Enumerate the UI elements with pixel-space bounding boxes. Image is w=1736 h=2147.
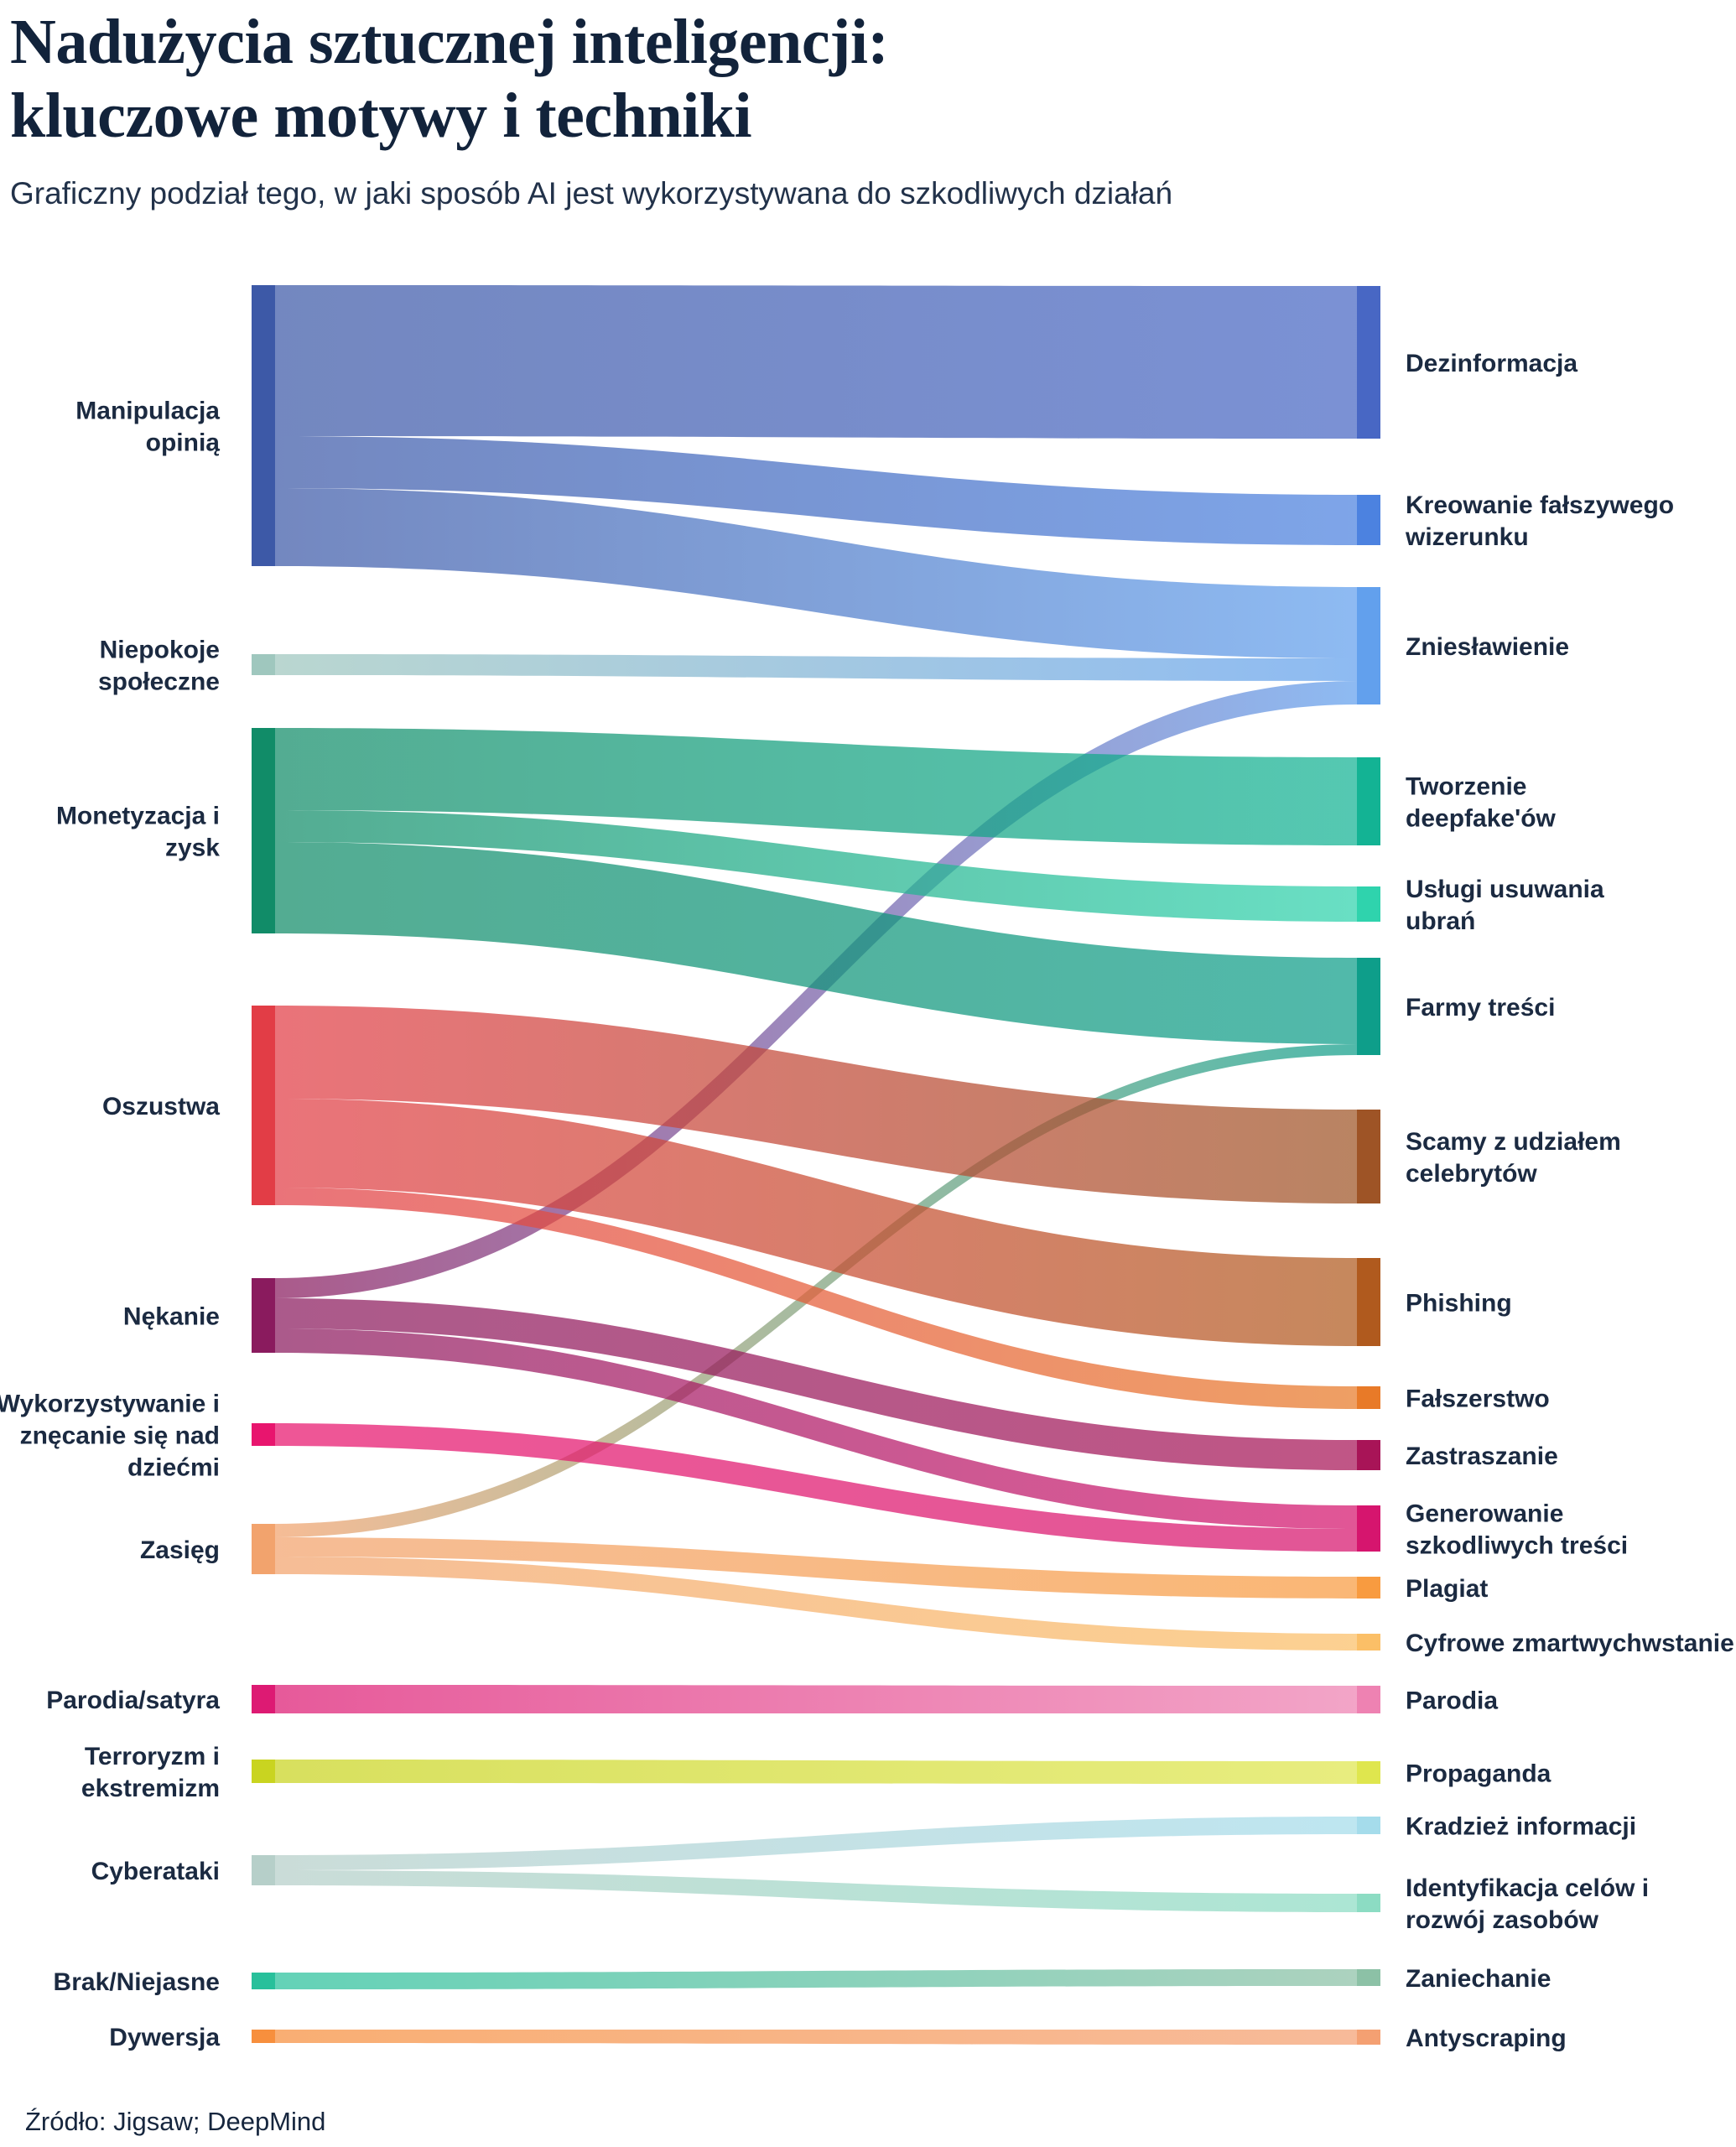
- flow-oszustwa-scamy: [275, 1006, 1357, 1203]
- node-manipulacja: [252, 285, 275, 566]
- node-znieslawienie: [1357, 587, 1380, 704]
- node-deepfakes: [1357, 757, 1380, 845]
- node-antyscraping: [1357, 2030, 1380, 2045]
- header: Nadużycia sztucznej inteligencji: kluczo…: [10, 5, 1172, 211]
- flow-manipulacja-znieslawienie: [275, 488, 1357, 658]
- label-parodia_satyra: Parodia/satyra: [46, 1687, 220, 1714]
- flow-zasieg-cyfrowe: [275, 1557, 1357, 1651]
- label-znieslawienie: Zniesławienie: [1406, 633, 1569, 661]
- flow-parodia_satyra-parodia: [275, 1685, 1357, 1713]
- node-brak: [252, 1973, 275, 1989]
- node-dywersja: [252, 2030, 275, 2043]
- flow-zasieg-plagiat: [275, 1537, 1357, 1599]
- node-farmy: [1357, 958, 1380, 1055]
- flow-monetyzacja-uslugi: [275, 810, 1357, 922]
- node-cyberataki: [252, 1855, 275, 1885]
- node-oszustwa: [252, 1006, 275, 1205]
- node-terroryzm: [252, 1760, 275, 1783]
- flow-cyberataki-kradziez: [275, 1817, 1357, 1870]
- label-propaganda: Propaganda: [1406, 1760, 1551, 1788]
- label-zastraszanie: Zastraszanie: [1406, 1443, 1558, 1470]
- page-subtitle: Graficzny podział tego, w jaki sposób AI…: [10, 176, 1173, 211]
- source-note: Źródło: Jigsaw; DeepMind: [25, 2107, 326, 2136]
- node-dezinformacja: [1357, 286, 1380, 439]
- node-identyfikacja: [1357, 1894, 1380, 1912]
- flow-nekanie-znieslawienie: [275, 681, 1357, 1298]
- node-scamy: [1357, 1110, 1380, 1203]
- label-generowanie: Generowanie szkodliwych treści: [1406, 1500, 1628, 1560]
- label-scamy: Scamy z udziałem celebrytów: [1406, 1128, 1621, 1188]
- node-falszerstwo: [1357, 1386, 1380, 1409]
- label-kradziez: Kradzież informacji: [1406, 1813, 1636, 1841]
- node-nekanie: [252, 1278, 275, 1353]
- node-parodia_satyra: [252, 1685, 275, 1713]
- flow-oszustwa-falszerstwo: [275, 1188, 1357, 1409]
- flow-manipulacja-dezinformacja: [275, 285, 1357, 439]
- node-kreowanie: [1357, 495, 1380, 545]
- node-uslugi: [1357, 886, 1380, 922]
- node-cyfrowe: [1357, 1634, 1380, 1651]
- label-zaniechanie: Zaniechanie: [1406, 1965, 1551, 1993]
- flow-monetyzacja-farmy: [275, 842, 1357, 1044]
- flow-niepokoje-znieslawienie: [275, 654, 1357, 681]
- label-identyfikacja: Identyfikacja celów i rozwój zasobów: [1406, 1874, 1649, 1934]
- label-nekanie: Nękanie: [123, 1303, 220, 1331]
- label-dywersja: Dywersja: [109, 2024, 220, 2051]
- label-phishing: Phishing: [1406, 1290, 1512, 1318]
- node-generowanie: [1357, 1505, 1380, 1552]
- label-brak: Brak/Niejasne: [54, 1968, 220, 1996]
- label-manipulacja: Manipulacja opinią: [75, 398, 220, 457]
- label-terroryzm: Terroryzm i ekstremizm: [81, 1743, 220, 1802]
- flow-monetyzacja-deepfakes: [275, 728, 1357, 845]
- node-propaganda: [1357, 1761, 1380, 1784]
- label-cyfrowe: Cyfrowe zmartwychwstanie: [1406, 1630, 1734, 1657]
- node-parodia: [1357, 1686, 1380, 1713]
- label-dezinformacja: Dezinformacja: [1406, 350, 1577, 377]
- node-wykorzystywanie: [252, 1423, 275, 1446]
- label-monetyzacja: Monetyzacja i zysk: [56, 803, 220, 862]
- flow-wykorzystywanie-generowanie: [275, 1423, 1357, 1552]
- label-wykorzystywanie: Wykorzystywanie i znęcanie się nad dziećmi: [0, 1391, 220, 1482]
- flow-nekanie-generowanie: [275, 1328, 1357, 1529]
- label-uslugi: Usługi usuwania ubrań: [1406, 876, 1604, 935]
- label-kreowanie: Kreowanie fałszywego wizerunku: [1405, 491, 1674, 551]
- node-zastraszanie: [1357, 1440, 1380, 1470]
- flow-manipulacja-kreowanie: [275, 436, 1357, 545]
- flow-brak-zaniechanie: [275, 1969, 1357, 1989]
- node-kradziez: [1357, 1817, 1380, 1834]
- label-antyscraping: Antyscraping: [1406, 2025, 1567, 2052]
- page-title: Nadużycia sztucznej inteligencji: kluczo…: [10, 7, 889, 152]
- label-deepfakes: Tworzenie deepfake'ów: [1406, 773, 1557, 833]
- label-oszustwa: Oszustwa: [102, 1093, 220, 1120]
- node-monetyzacja: [252, 728, 275, 933]
- label-cyberataki: Cyberataki: [91, 1858, 220, 1885]
- flow-dywersja-antyscraping: [275, 2030, 1357, 2045]
- label-parodia: Parodia: [1406, 1687, 1498, 1715]
- node-zasieg: [252, 1524, 275, 1574]
- label-plagiat: Plagiat: [1406, 1575, 1488, 1603]
- flow-oszustwa-phishing: [275, 1099, 1357, 1346]
- label-niepokoje: Niepokoje społeczne: [98, 637, 220, 696]
- label-farmy: Farmy treści: [1406, 994, 1555, 1022]
- flow-nekanie-zastraszanie: [275, 1298, 1357, 1470]
- node-plagiat: [1357, 1577, 1380, 1599]
- flow-terroryzm-propaganda: [275, 1760, 1357, 1784]
- flow-cyberataki-identyfikacja: [275, 1870, 1357, 1912]
- node-zaniechanie: [1357, 1969, 1380, 1986]
- label-zasieg: Zasięg: [140, 1536, 220, 1564]
- node-niepokoje: [252, 654, 275, 675]
- node-phishing: [1357, 1258, 1380, 1346]
- label-falszerstwo: Fałszerstwo: [1406, 1385, 1550, 1413]
